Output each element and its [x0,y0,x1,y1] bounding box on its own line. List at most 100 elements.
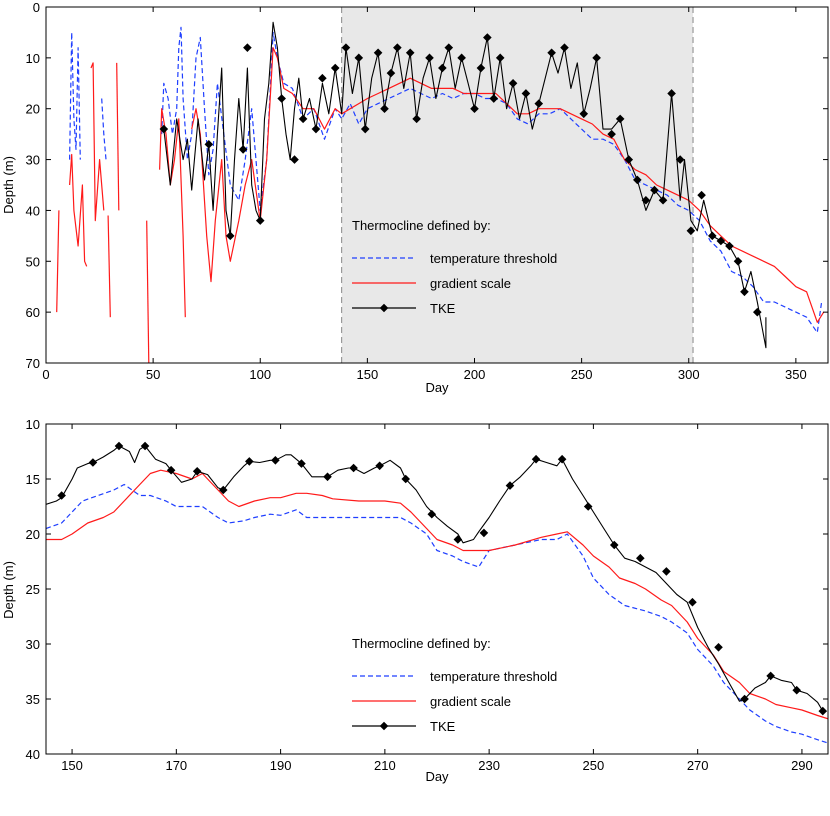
tke-marker [225,231,235,241]
series-line-temperature-threshold [69,31,81,160]
tke-marker [583,502,593,511]
tke-marker [57,491,66,500]
y-axis-label: Depth (m) [1,156,16,214]
tke-marker [88,458,98,467]
tke-marker [716,236,726,246]
tke-marker [714,643,723,652]
series-line-tke [46,445,824,712]
series-line-gradient-scale [69,153,88,267]
tke-marker [479,528,489,538]
y-tick-label: 40 [26,747,40,762]
series-line-gradient-scale [191,47,825,323]
tke-marker [740,694,749,704]
x-axis-label: Day [425,769,449,784]
tke-marker [427,509,437,519]
tke-marker [766,671,775,681]
tke-marker [166,465,176,475]
y-tick-label: 60 [26,305,40,320]
legend-label: gradient scale [430,276,511,291]
series-line-gradient-scale [116,62,120,211]
axes-frame [45,6,829,364]
tke-marker [675,155,685,164]
legend-label: TKE [430,719,456,734]
series-line-gradient-scale [90,62,105,222]
x-tick-label: 350 [785,367,807,382]
y-tick-label: 0 [33,0,40,15]
tke-marker [457,53,466,63]
x-tick-label: 270 [687,758,709,773]
x-tick-label: 50 [146,367,160,382]
legend-marker [379,721,389,731]
y-tick-label: 10 [26,417,40,432]
x-tick-label: 200 [464,367,486,382]
legend-label: temperature threshold [430,251,557,266]
series-line-temperature-threshold [161,26,823,334]
tke-marker [650,185,659,195]
tke-marker [405,48,415,58]
tke-marker [607,129,616,139]
tke-marker [579,109,589,119]
x-tick-label: 230 [478,758,500,773]
tke-marker [204,140,214,149]
x-tick-label: 250 [571,367,593,382]
tke-marker [401,474,411,484]
tke-marker [489,94,499,103]
tke-marker [818,706,828,716]
tke-marker [521,89,531,98]
tke-marker [380,104,389,114]
x-tick-label: 300 [678,367,700,382]
tke-marker [624,155,634,164]
plot-area-bottom [46,424,828,754]
tke-marker [636,553,645,563]
tke-marker [318,73,327,83]
tke-marker [277,94,286,103]
chart-top: 0 50 100 150 200 250 300 350 0 10 20 30 40 50 60 70 Day… [1,0,829,395]
y-tick-label: 15 [26,472,40,487]
tke-marker [114,441,124,451]
legend-label: gradient scale [430,694,511,709]
x-tick-label: 0 [42,367,49,382]
series-line-temperature-threshold [101,98,107,160]
legend: Thermocline defined by: temperature thre… [352,218,557,316]
tke-marker [393,43,402,52]
series-line-gradient-scale [159,108,186,318]
legend: Thermocline defined by: temperature thre… [352,636,557,734]
x-tick-label: 210 [374,758,396,773]
y-tick-label: 20 [26,102,40,117]
y-axis-label: Depth (m) [1,561,16,619]
tke-marker [386,68,396,78]
tke-marker [641,195,651,205]
legend-marker [379,303,389,313]
chart-bottom: 150 170 190 210 230 250 270 290 10 15 20 25 30 35 40 D… [1,417,829,784]
tke-marker [271,456,280,465]
tke-marker [245,457,254,466]
tke-marker [476,63,486,73]
tke-marker [688,597,697,607]
tke-marker [667,89,676,98]
tke-marker [298,114,308,124]
tke-marker [438,63,447,73]
tke-marker [615,114,625,124]
tke-marker [697,190,706,200]
tke-marker [330,63,340,73]
legend-title: Thermocline defined by: [352,218,491,233]
tke-marker [373,48,383,58]
tke-marker [592,53,601,63]
tke-marker [341,43,351,52]
y-tick-label: 30 [26,153,40,168]
y-tick-label: 20 [26,527,40,542]
tke-marker [255,216,265,225]
tke-marker [547,48,556,58]
x-tick-label: 250 [583,758,605,773]
x-tick-label: 150 [357,367,379,382]
tke-marker [686,226,696,236]
x-tick-label: 190 [270,758,292,773]
x-tick-label: 290 [791,758,813,773]
tke-marker [444,43,454,52]
tke-marker [354,53,364,63]
tke-marker [238,145,248,154]
y-tick-label: 50 [26,254,40,269]
legend-label: temperature threshold [430,669,557,684]
tke-marker [218,485,228,495]
